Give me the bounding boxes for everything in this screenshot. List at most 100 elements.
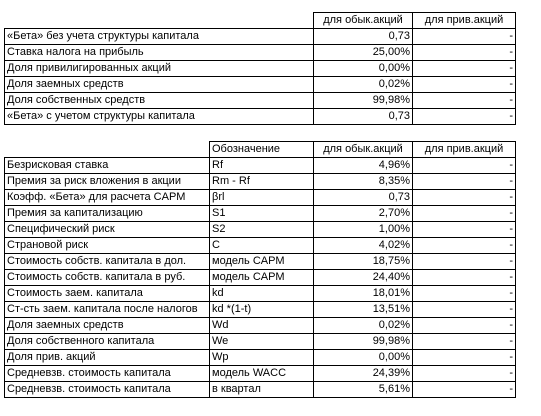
row-label: Доля привилигированных акций bbox=[4, 60, 314, 77]
table-row: Доля привилигированных акций 0,00% - bbox=[4, 60, 516, 77]
header-preferred-shares: для прив.акций bbox=[412, 12, 516, 29]
header-symbol: Обозначение bbox=[209, 141, 314, 158]
header-common-shares: для обык.акций bbox=[313, 141, 413, 158]
header-empty-cell bbox=[5, 142, 210, 158]
row-label: Средневзв. стоимость капитала bbox=[4, 365, 210, 382]
common-shares-value: 0,73 bbox=[313, 28, 413, 45]
row-label: Премия за капитализацию bbox=[4, 205, 210, 222]
row-symbol: Wd bbox=[209, 317, 314, 334]
preferred-shares-value: - bbox=[412, 221, 516, 238]
table-row: Коэфф. «Бета» для расчета CAPM βrl 0,73- bbox=[4, 189, 516, 206]
common-shares-value: 0,73 bbox=[313, 108, 413, 125]
row-label: Безрисковая ставка bbox=[4, 157, 210, 174]
common-shares-value: 0,73 bbox=[313, 189, 413, 206]
common-shares-value: 0,02% bbox=[313, 317, 413, 334]
header-preferred-shares: для прив.акций bbox=[412, 141, 516, 158]
row-label: Доля заемных средств bbox=[4, 317, 210, 334]
preferred-shares-value: - bbox=[412, 301, 516, 318]
preferred-shares-value: - bbox=[412, 333, 516, 350]
preferred-shares-value: - bbox=[412, 108, 516, 125]
table-row: Ст-сть заем. капитала после налогов kd *(… bbox=[4, 301, 516, 318]
common-shares-value: 25,00% bbox=[313, 44, 413, 61]
common-shares-value: 24,40% bbox=[313, 269, 413, 286]
table-row: Безрисковая ставка Rf 4,96% - bbox=[4, 157, 516, 174]
row-symbol: модель CAPM bbox=[209, 269, 314, 286]
preferred-shares-value: - bbox=[412, 173, 516, 190]
row-label: Доля прив. акций bbox=[4, 349, 210, 366]
table-row: Страновой риск C 4,02% - bbox=[4, 237, 516, 254]
row-label: Страновой риск bbox=[4, 237, 210, 254]
common-shares-value: 24,39% bbox=[313, 365, 413, 382]
row-label: Доля собственного капитала bbox=[4, 333, 210, 350]
row-label: Премия за риск вложения в акции bbox=[4, 173, 210, 190]
row-symbol: kd *(1-t) bbox=[209, 301, 314, 318]
table-row: Средневзв. стоимость капитала в квартал 5,… bbox=[4, 381, 516, 398]
row-symbol: We bbox=[209, 333, 314, 350]
common-shares-value: 1,00% bbox=[313, 221, 413, 238]
row-label: Доля заемных средств bbox=[4, 76, 314, 93]
common-shares-value: 0,02% bbox=[313, 76, 413, 93]
preferred-shares-value: - bbox=[412, 253, 516, 270]
common-shares-value: 0,00% bbox=[313, 349, 413, 366]
row-label: Ставка налога на прибыль bbox=[4, 44, 314, 61]
row-symbol: kd bbox=[209, 285, 314, 302]
row-symbol: модель CAPM bbox=[209, 253, 314, 270]
table-row: Доля заемных средств Wd 0,02% - bbox=[4, 317, 516, 334]
preferred-shares-value: - bbox=[412, 269, 516, 286]
table-row: Средневзв. стоимость капитала модель WACC… bbox=[4, 365, 516, 382]
preferred-shares-value: - bbox=[412, 349, 516, 366]
table-row: Доля заемных средств 0,02% - bbox=[4, 76, 516, 93]
table-row: Доля собственных средств 99,98% - bbox=[4, 92, 516, 109]
table-row: Премия за капитализацию S1 2,70% - bbox=[4, 205, 516, 222]
row-label: Стоимость собств. капитала в руб. bbox=[4, 269, 210, 286]
table-row: «Бета» с учетом структуры капитала 0,73- bbox=[4, 108, 516, 125]
table-row: Доля прив. акций Wp 0,00% - bbox=[4, 349, 516, 366]
preferred-shares-value: - bbox=[412, 365, 516, 382]
header-common-shares: для обык.акций bbox=[313, 12, 413, 29]
row-label: Доля собственных средств bbox=[4, 92, 314, 109]
header-empty-cell bbox=[5, 13, 314, 29]
common-shares-value: 4,02% bbox=[313, 237, 413, 254]
preferred-shares-value: - bbox=[412, 285, 516, 302]
row-label: Стоимость собств. капитала в дол. bbox=[4, 253, 210, 270]
row-symbol: в квартал bbox=[209, 381, 314, 398]
table-row: Премия за риск вложения в акции Rm - Rf 8,… bbox=[4, 173, 516, 190]
row-label: «Бета» без учета структуры капитала bbox=[4, 28, 314, 45]
table-row: Специфический риск S2 1,00% - bbox=[4, 221, 516, 238]
table-row: Доля собственного капитала We 99,98% - bbox=[4, 333, 516, 350]
capital-cost-table: Обозначение для обык.акций для прив.акций Б… bbox=[4, 141, 516, 398]
row-symbol: βrl bbox=[209, 189, 314, 206]
preferred-shares-value: - bbox=[412, 76, 516, 93]
row-label: Специфический риск bbox=[4, 221, 210, 238]
row-symbol: S1 bbox=[209, 205, 314, 222]
table-row: «Бета» без учета структуры капитала 0,73- bbox=[4, 28, 516, 45]
table-row: Стоимость заем. капитала kd 18,01% - bbox=[4, 285, 516, 302]
row-label: Коэфф. «Бета» для расчета CAPM bbox=[4, 189, 210, 206]
table-header-row: Обозначение для обык.акций для прив.акций bbox=[5, 141, 516, 158]
common-shares-value: 99,98% bbox=[313, 92, 413, 109]
preferred-shares-value: - bbox=[412, 44, 516, 61]
common-shares-value: 18,75% bbox=[313, 253, 413, 270]
row-symbol: модель WACC bbox=[209, 365, 314, 382]
common-shares-value: 2,70% bbox=[313, 205, 413, 222]
row-symbol: Rm - Rf bbox=[209, 173, 314, 190]
row-label: Ст-сть заем. капитала после налогов bbox=[4, 301, 210, 318]
table-row: Ставка налога на прибыль 25,00% - bbox=[4, 44, 516, 61]
common-shares-value: 99,98% bbox=[313, 333, 413, 350]
preferred-shares-value: - bbox=[412, 28, 516, 45]
preferred-shares-value: - bbox=[412, 381, 516, 398]
preferred-shares-value: - bbox=[412, 92, 516, 109]
common-shares-value: 0,00% bbox=[313, 60, 413, 77]
preferred-shares-value: - bbox=[412, 237, 516, 254]
row-symbol: Rf bbox=[209, 157, 314, 174]
row-label: «Бета» с учетом структуры капитала bbox=[4, 108, 314, 125]
preferred-shares-value: - bbox=[412, 205, 516, 222]
row-label: Средневзв. стоимость капитала bbox=[4, 381, 210, 398]
row-label: Стоимость заем. капитала bbox=[4, 285, 210, 302]
common-shares-value: 18,01% bbox=[313, 285, 413, 302]
common-shares-value: 8,35% bbox=[313, 173, 413, 190]
beta-table: для обык.акций для прив.акций «Бета» без у… bbox=[4, 12, 516, 125]
common-shares-value: 13,51% bbox=[313, 301, 413, 318]
preferred-shares-value: - bbox=[412, 317, 516, 334]
common-shares-value: 5,61% bbox=[313, 381, 413, 398]
